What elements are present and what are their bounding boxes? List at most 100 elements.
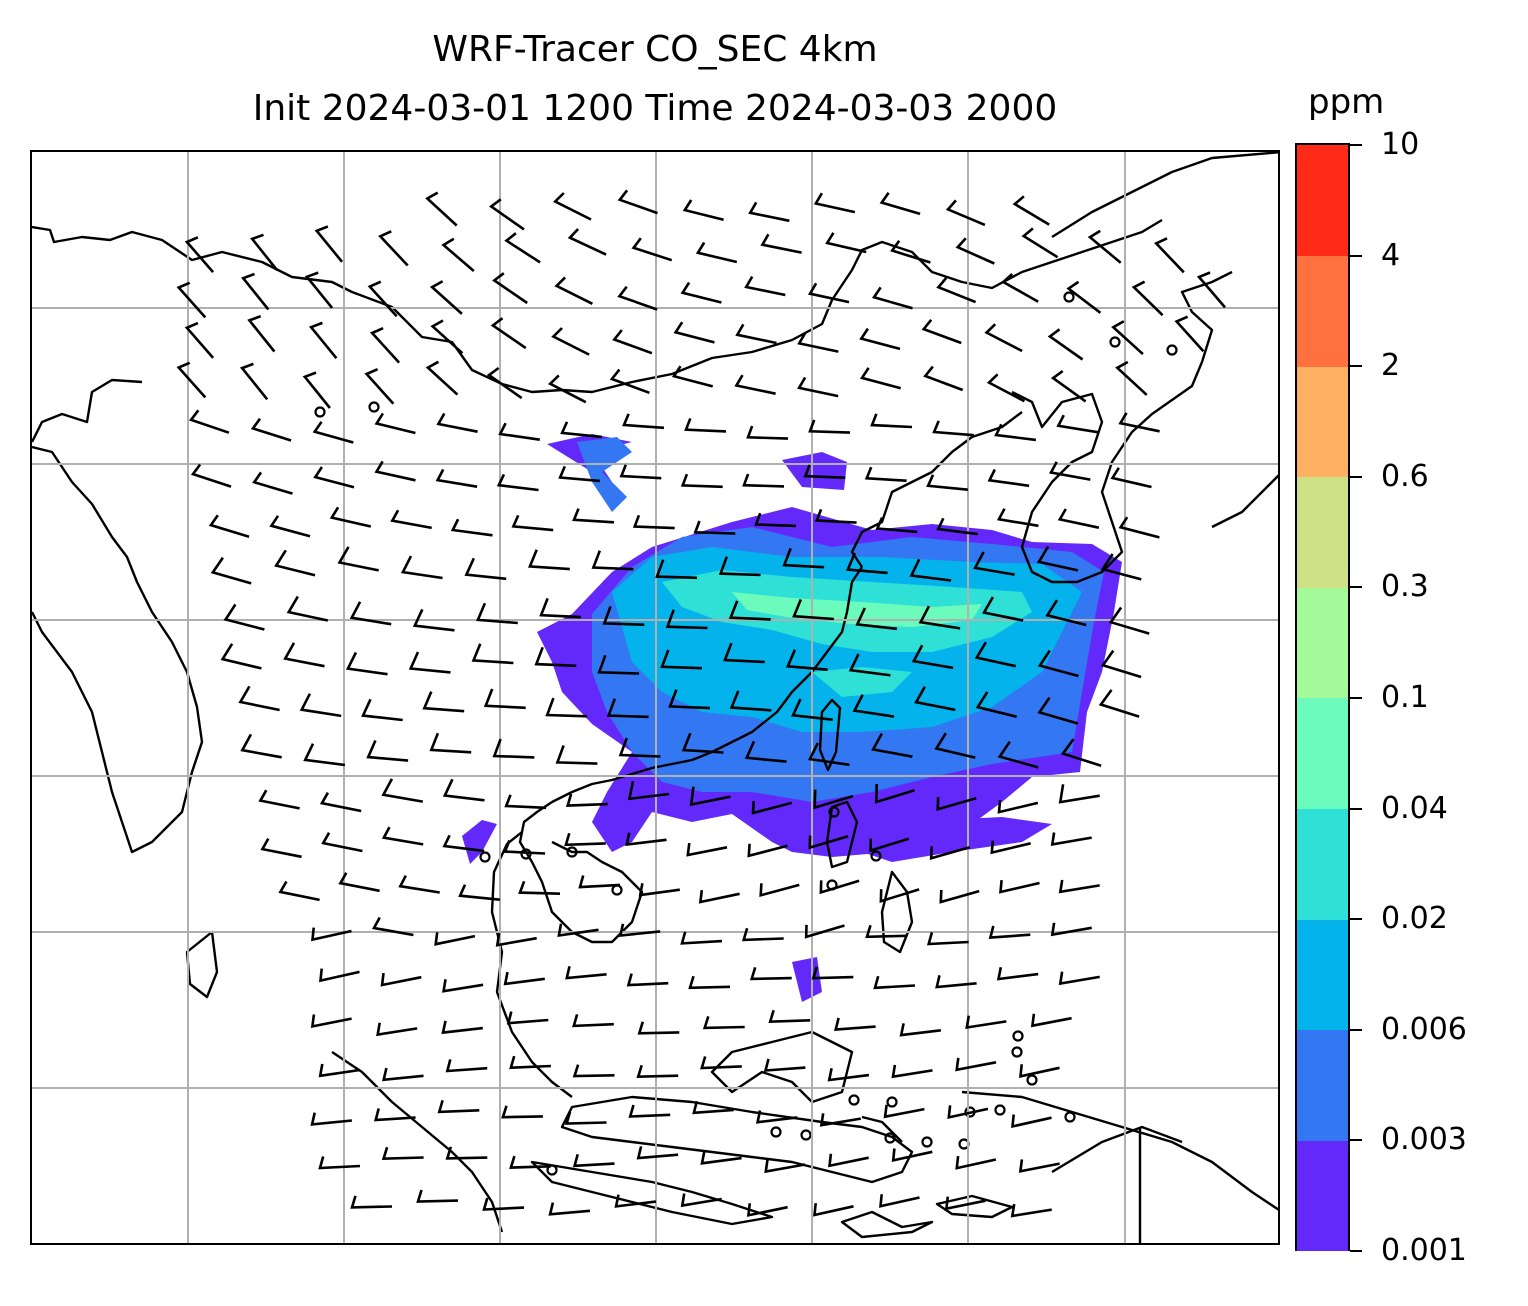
- wind-barb: [1057, 508, 1100, 529]
- island-marker: [566, 846, 578, 858]
- wind-barb: [845, 552, 888, 575]
- wind-barb: [1045, 599, 1087, 627]
- colorbar-segment: [1297, 1029, 1348, 1141]
- wind-barb: [871, 732, 913, 758]
- wind-barb: [875, 516, 918, 534]
- colorbar-tick-label: 0.04: [1381, 790, 1448, 826]
- colorbar-tick-label: 0.6: [1381, 458, 1429, 494]
- wind-barb: [965, 1015, 1007, 1030]
- wind-barb: [1115, 360, 1148, 396]
- wind-barb: [1010, 1203, 1052, 1218]
- wind-barb: [626, 973, 669, 987]
- wind-barb: [1100, 649, 1142, 679]
- wind-barb: [808, 834, 849, 850]
- island-marker: [1011, 1046, 1023, 1058]
- wind-barb: [486, 366, 523, 400]
- island-marker: [1064, 1111, 1076, 1123]
- wind-barb: [751, 801, 793, 815]
- wind-barb: [441, 237, 475, 272]
- wind-barb: [935, 975, 977, 989]
- wind-barb: [534, 646, 577, 668]
- wind-barb: [759, 883, 800, 898]
- wind-barb: [310, 1112, 353, 1126]
- wind-barb: [813, 192, 856, 214]
- wind-barb: [437, 1099, 480, 1114]
- coastline: [961, 1090, 1278, 1211]
- wind-barb: [552, 192, 592, 221]
- wind-barb: [617, 285, 658, 311]
- wind-barb: [425, 360, 459, 396]
- wind-barb: [688, 975, 731, 990]
- wind-barb: [445, 1146, 488, 1160]
- wind-barb: [682, 199, 724, 222]
- wind-barb: [628, 1104, 671, 1118]
- plume-contour: [577, 437, 632, 512]
- island-marker: [828, 806, 840, 818]
- wind-barb: [996, 508, 1039, 528]
- wind-barb: [636, 1064, 679, 1079]
- wind-barb: [999, 879, 1040, 894]
- colorbar-tick: [1350, 697, 1362, 699]
- island-marker: [479, 851, 491, 863]
- wind-barb: [319, 792, 362, 813]
- wind-barb: [240, 733, 282, 759]
- wind-barb: [746, 425, 789, 440]
- wind-barb: [819, 1113, 862, 1127]
- colorbar-tick: [1350, 144, 1362, 146]
- wind-barb: [879, 888, 920, 903]
- wind-barb: [728, 600, 771, 621]
- wind-barb: [548, 1202, 591, 1216]
- wind-barb: [188, 409, 230, 434]
- wind-barb: [1154, 237, 1185, 274]
- colorbar-tick-label: 0.001: [1381, 1233, 1467, 1268]
- wind-barb: [883, 1104, 925, 1119]
- wind-barb: [572, 508, 615, 524]
- wind-barb: [668, 689, 711, 710]
- wind-barb: [741, 927, 784, 942]
- wind-barb: [496, 473, 539, 492]
- wind-barb: [278, 880, 320, 902]
- wind-barb: [374, 460, 416, 482]
- coastline: [560, 1095, 914, 1184]
- wind-barb: [987, 468, 1030, 488]
- wind-barb: [813, 789, 854, 810]
- wind-barb: [490, 317, 527, 350]
- wind-barb: [973, 551, 1015, 576]
- colorbar-segment: [1297, 366, 1348, 478]
- coastline: [1011, 270, 1233, 584]
- wind-barb: [932, 420, 975, 437]
- wind-barb: [754, 512, 797, 528]
- wind-barb: [914, 685, 956, 712]
- coastline: [880, 870, 914, 954]
- wind-barb: [768, 1009, 811, 1024]
- wind-barb: [825, 232, 867, 254]
- wind-barb: [890, 240, 931, 264]
- coastline: [935, 1194, 1014, 1219]
- wind-barb: [241, 272, 270, 311]
- coastline: [32, 218, 1163, 394]
- wind-barb: [681, 732, 724, 754]
- colorbar-segment: [1297, 476, 1348, 588]
- coastline: [1211, 474, 1278, 529]
- wind-barb: [909, 558, 952, 582]
- wind-barb: [869, 837, 910, 853]
- wind-barb: [1030, 1013, 1072, 1028]
- tracer-plume: [462, 434, 1122, 1002]
- wind-barb: [606, 698, 649, 719]
- wind-barb: [252, 471, 293, 495]
- wind-barb: [807, 742, 850, 767]
- wind-barb: [176, 281, 207, 319]
- wind-barb: [511, 514, 554, 532]
- wind-barb: [435, 468, 478, 488]
- wind-barb: [558, 465, 601, 483]
- wind-barb: [926, 474, 969, 491]
- wind-barb: [602, 606, 645, 626]
- wind-barb: [567, 228, 607, 256]
- wind-barb: [700, 1151, 742, 1165]
- wind-barb: [984, 323, 1023, 353]
- wind-barb: [1058, 971, 1100, 986]
- wind-barb: [680, 1193, 722, 1208]
- wind-barb: [350, 1195, 393, 1209]
- wind-barb: [220, 643, 262, 670]
- wind-barb: [944, 1196, 986, 1211]
